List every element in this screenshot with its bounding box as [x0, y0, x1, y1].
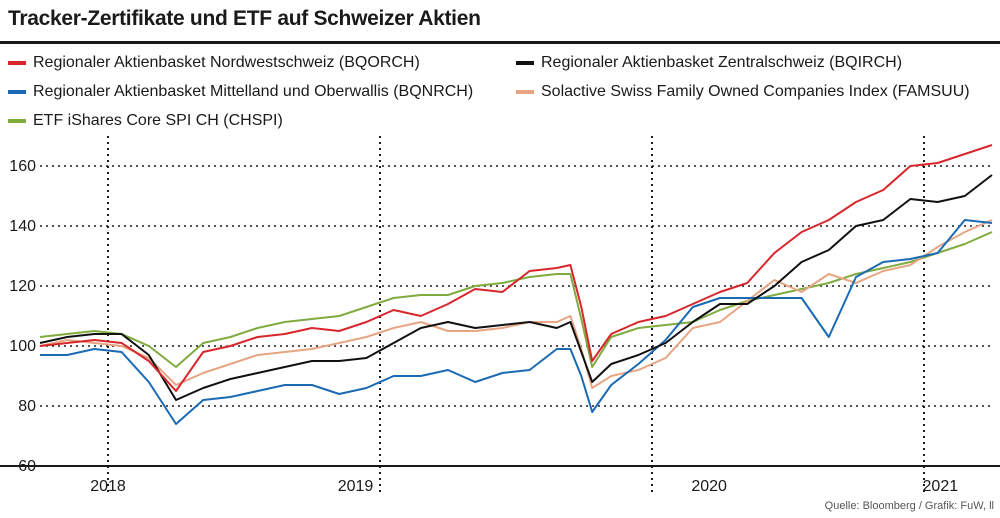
- y-tick-label-160: 160: [9, 158, 36, 175]
- legend-label-bqirch: Regionaler Aktienbasket Zentralschweiz (…: [541, 54, 903, 71]
- title-rule: [0, 41, 1000, 44]
- y-tick-label-120: 120: [9, 278, 36, 295]
- series-layer: [39, 144, 993, 425]
- legend-item-bqirch: Regionaler Aktienbasket Zentralschweiz (…: [516, 52, 902, 74]
- x-tick-label-2020: 2020: [691, 478, 727, 495]
- series-line-bqorch: [39, 144, 993, 392]
- legend-swatch-bqorch: [8, 61, 26, 65]
- y-tick-label-140: 140: [9, 218, 36, 235]
- chart-title: Tracker-Zertifikate und ETF auf Schweize…: [8, 7, 481, 30]
- legend-label-chspi: ETF iShares Core SPI CH (CHSPI): [33, 112, 283, 129]
- x-tick-label-2019: 2019: [338, 478, 374, 495]
- legend-label-bqorch: Regionaler Aktienbasket Nordwestschweiz …: [33, 54, 420, 71]
- legend-swatch-famsuu: [516, 90, 534, 94]
- x-tick-label-2018: 2018: [90, 478, 126, 495]
- legend-item-chspi: ETF iShares Core SPI CH (CHSPI): [8, 110, 283, 132]
- series-line-bqirch: [39, 174, 993, 401]
- series-line-bqnrch: [40, 219, 993, 425]
- legend-item-famsuu: Solactive Swiss Family Owned Companies I…: [516, 81, 970, 103]
- legend-label-bqnrch: Regionaler Aktienbasket Mittelland und O…: [33, 83, 474, 100]
- legend-swatch-chspi: [8, 119, 26, 123]
- y-tick-label-100: 100: [9, 338, 36, 355]
- legend-item-bqorch: Regionaler Aktienbasket Nordwestschweiz …: [8, 52, 420, 74]
- y-tick-label-80: 80: [18, 398, 36, 415]
- series-line-chspi: [39, 231, 993, 368]
- legend-swatch-bqirch: [516, 61, 534, 65]
- series-line-famsuu: [39, 219, 993, 389]
- grid-layer: [40, 136, 992, 496]
- x-tick-label-2021: 2021: [923, 478, 959, 495]
- legend-label-famsuu: Solactive Swiss Family Owned Companies I…: [541, 83, 970, 100]
- legend-item-bqnrch: Regionaler Aktienbasket Mittelland und O…: [8, 81, 473, 103]
- source-note: Quelle: Bloomberg / Grafik: FuW, ll: [824, 500, 994, 512]
- legend-swatch-bqnrch: [8, 90, 26, 94]
